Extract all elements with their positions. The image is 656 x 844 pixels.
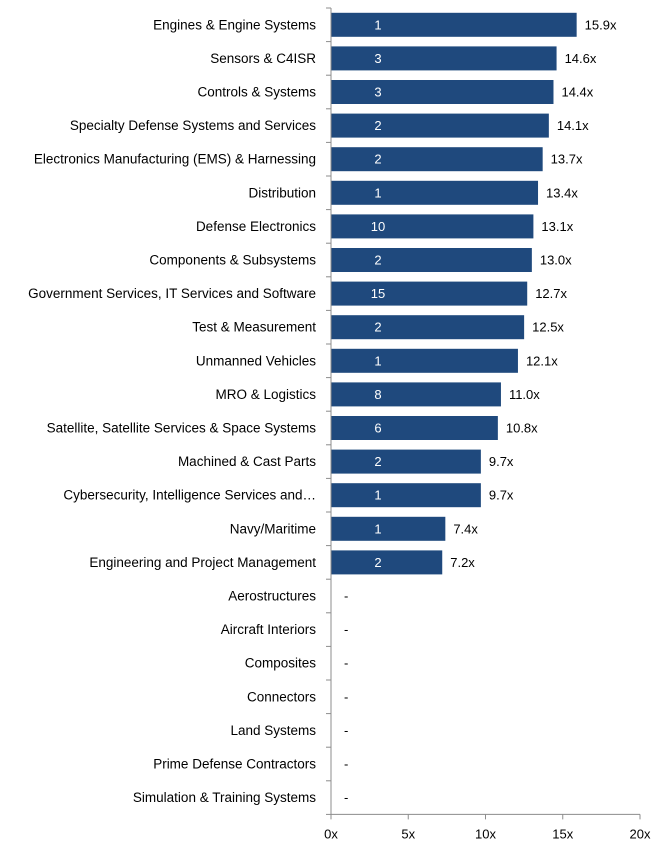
value-label: 10.8x xyxy=(506,421,538,436)
bar xyxy=(331,80,554,104)
category-label: Cybersecurity, Intelligence Services and… xyxy=(63,488,316,503)
value-label: - xyxy=(344,723,348,738)
count-label: 1 xyxy=(374,521,381,536)
value-label: 7.2x xyxy=(450,555,475,570)
count-label: 2 xyxy=(374,454,381,469)
value-label: 12.5x xyxy=(532,320,564,335)
value-label: 13.7x xyxy=(551,152,583,167)
category-label: Sensors & C4ISR xyxy=(210,51,316,66)
bar xyxy=(331,315,525,340)
category-label: Engines & Engine Systems xyxy=(153,17,316,32)
count-label: 15 xyxy=(371,286,385,301)
count-label: 2 xyxy=(374,555,381,570)
bar xyxy=(331,382,501,407)
category-label: Test & Measurement xyxy=(192,320,316,335)
bar xyxy=(331,214,534,239)
category-label: Land Systems xyxy=(230,723,316,738)
value-label: 13.4x xyxy=(546,185,578,200)
category-label: Defense Electronics xyxy=(196,219,316,234)
bar xyxy=(331,147,543,172)
value-label: 13.1x xyxy=(541,219,573,234)
category-label: Controls & Systems xyxy=(197,85,316,100)
category-label: Navy/Maritime xyxy=(230,521,316,536)
bar xyxy=(331,180,539,205)
category-label: Prime Defense Contractors xyxy=(153,757,316,772)
count-label: 1 xyxy=(374,185,381,200)
category-label: Satellite, Satellite Services & Space Sy… xyxy=(47,421,317,436)
count-label: 2 xyxy=(374,253,381,268)
count-label: 3 xyxy=(374,51,381,66)
x-tick-label: 5x xyxy=(401,826,415,841)
count-label: 10 xyxy=(371,219,385,234)
count-label: 8 xyxy=(374,387,381,402)
x-tick-label: 20x xyxy=(630,826,651,841)
count-label: 3 xyxy=(374,85,381,100)
category-label: Specialty Defense Systems and Services xyxy=(70,118,316,133)
value-label: - xyxy=(344,790,348,805)
value-label: 14.4x xyxy=(561,85,593,100)
category-label: Electronics Manufacturing (EMS) & Harnes… xyxy=(34,152,316,167)
category-label: Composites xyxy=(245,656,317,671)
count-label: 1 xyxy=(374,353,381,368)
count-label: 1 xyxy=(374,17,381,32)
value-label: 15.9x xyxy=(585,17,617,32)
bar xyxy=(331,416,498,440)
x-tick-label: 15x xyxy=(552,826,573,841)
category-label: Unmanned Vehicles xyxy=(196,353,316,368)
bar xyxy=(331,281,528,306)
category-label: Engineering and Project Management xyxy=(89,555,316,570)
category-label: Aerostructures xyxy=(228,589,316,604)
bar xyxy=(331,248,532,272)
bar xyxy=(331,348,518,373)
category-label: Simulation & Training Systems xyxy=(133,790,316,805)
value-label: 14.1x xyxy=(557,118,589,133)
category-label: Machined & Cast Parts xyxy=(178,454,316,469)
category-label: MRO & Logistics xyxy=(215,387,316,402)
value-label: - xyxy=(344,689,348,704)
x-tick-label: 0x xyxy=(324,826,338,841)
value-label: 9.7x xyxy=(489,454,514,469)
bar xyxy=(331,449,481,474)
value-label: 11.0x xyxy=(509,387,540,402)
count-label: 6 xyxy=(374,421,381,436)
category-label: Government Services, IT Services and Sof… xyxy=(28,286,316,301)
bar xyxy=(331,483,481,508)
bar xyxy=(331,550,443,575)
value-label: 13.0x xyxy=(540,253,572,268)
value-label: - xyxy=(344,656,348,671)
value-label: 12.7x xyxy=(535,286,567,301)
bar xyxy=(331,516,446,541)
value-label: 9.7x xyxy=(489,488,514,503)
value-label: 12.1x xyxy=(526,353,558,368)
value-label: - xyxy=(344,757,348,772)
value-label: 14.6x xyxy=(565,51,597,66)
value-label: - xyxy=(344,622,348,637)
bar xyxy=(331,113,549,138)
category-label: Components & Subsystems xyxy=(149,253,316,268)
bar xyxy=(331,12,577,37)
category-label: Connectors xyxy=(247,689,316,704)
category-label: Aircraft Interiors xyxy=(221,622,317,637)
value-label: 7.4x xyxy=(453,521,478,536)
count-label: 1 xyxy=(374,488,381,503)
x-tick-label: 10x xyxy=(475,826,496,841)
bar xyxy=(331,46,557,71)
count-label: 2 xyxy=(374,152,381,167)
category-label: Distribution xyxy=(248,185,316,200)
count-label: 2 xyxy=(374,118,381,133)
value-label: - xyxy=(344,589,348,604)
count-label: 2 xyxy=(374,320,381,335)
